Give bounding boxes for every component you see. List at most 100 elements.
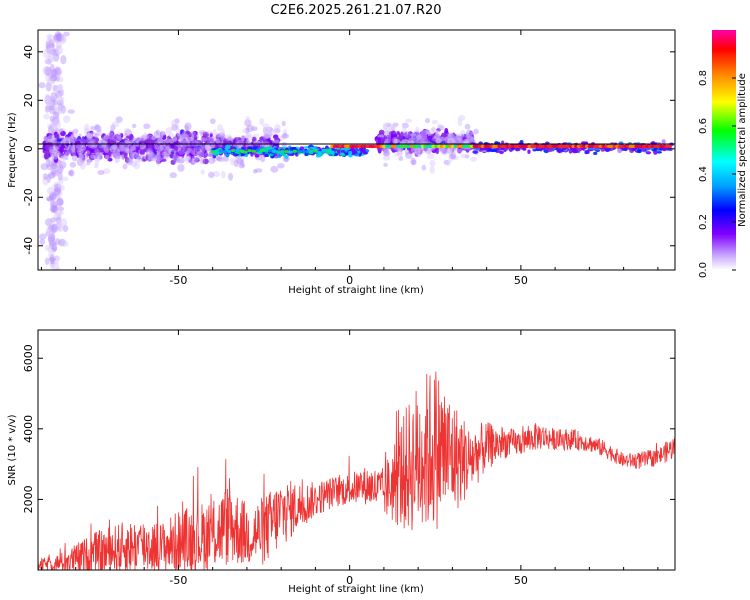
spectrogram-cell (284, 150, 289, 154)
spectrogram-cell (465, 129, 474, 136)
spectrogram-cell (46, 33, 54, 40)
spectrogram-cell (229, 157, 237, 163)
spectrogram-cell (58, 238, 66, 247)
spectrogram-cell (352, 151, 358, 154)
spectrogram-cell (54, 90, 63, 99)
spectrogram-cell (401, 122, 409, 129)
spectrogram-cell (43, 135, 48, 141)
spectrogram-cell (149, 152, 155, 157)
spectrogram-cell (57, 89, 64, 94)
spectrogram-cell (408, 150, 413, 154)
spectrogram-cell (193, 157, 200, 163)
spectrogram-cell (50, 120, 58, 130)
spectrogram-cell (252, 169, 258, 174)
spectrogram-cell (50, 192, 57, 201)
spectrogram-cell (139, 149, 145, 156)
spectrogram-cell (212, 170, 221, 177)
spectrogram-cell (399, 131, 405, 139)
spectrogram-cell (52, 204, 58, 214)
spectrogram-cell (447, 147, 455, 154)
spectrogram-cell (56, 138, 62, 142)
spectrogram-cell (317, 151, 322, 155)
spectrogram-cell (40, 163, 48, 171)
spectrogram-cell (71, 146, 76, 153)
spectrogram-cell (109, 145, 116, 153)
spectrogram-cell (49, 75, 58, 82)
spectrogram-cell (51, 205, 58, 213)
spectrogram-cell (102, 168, 111, 175)
spectrogram-x-tick-label: 50 (514, 274, 528, 287)
spectrogram-cell (161, 153, 169, 159)
spectrogram-cell (382, 123, 388, 130)
snr-y-tick-label: 2000 (22, 485, 35, 513)
spectrogram-cell (242, 128, 250, 134)
spectrogram-cell (433, 134, 441, 139)
spectrogram-cell (80, 148, 86, 155)
spectrogram-cell (51, 200, 59, 207)
snr-y-tick-label: 6000 (22, 344, 35, 372)
spectrogram-cell (113, 145, 118, 150)
spectrogram-cell (44, 66, 52, 77)
spectrogram-cell (418, 148, 425, 155)
spectrogram-cell (54, 183, 62, 192)
spectrogram-cell (296, 150, 302, 154)
spectrogram-cell (115, 155, 121, 163)
spectrogram-cell (193, 139, 199, 147)
spectrogram-cell (64, 155, 69, 161)
spectrogram-cell (68, 170, 74, 176)
spectrogram-cell (63, 136, 71, 145)
spectrogram-cell (437, 123, 442, 129)
spectrogram-cell (45, 102, 53, 112)
spectrogram-cell (155, 151, 161, 159)
spectrogram-cell (44, 94, 52, 105)
spectrogram-x-tick-label: 0 (346, 274, 353, 287)
spectrogram-cell (176, 128, 181, 136)
spectrogram-cell (206, 130, 213, 135)
spectrogram-cell (47, 234, 55, 242)
spectrogram-cell (50, 51, 57, 56)
spectrogram-cell (56, 198, 62, 204)
spectrogram-cell (53, 163, 58, 169)
spectrogram-cell (131, 136, 136, 145)
spectrogram-cell (56, 189, 63, 198)
spectrogram-cell (435, 133, 440, 139)
spectrogram-cell (556, 148, 563, 153)
spectrogram-cell (448, 133, 456, 139)
spectrogram-cell (50, 232, 56, 242)
spectrogram-cell (207, 153, 214, 157)
spectrogram-cell (266, 136, 271, 142)
spectrogram-cell (429, 128, 435, 135)
spectrogram-cell (42, 173, 48, 180)
spectrogram-cell (221, 170, 226, 179)
spectrogram-cell (215, 138, 220, 144)
spectrogram-cell (48, 224, 54, 233)
spectrogram-cell (279, 135, 285, 142)
spectrogram-cell (390, 133, 395, 140)
spectrogram-cell (462, 139, 470, 145)
spectrogram-cell (448, 154, 453, 163)
spectrogram-cell (209, 118, 216, 125)
spectrogram-cell (94, 132, 99, 138)
spectrogram-cell (43, 113, 50, 120)
spectrogram-cell (276, 150, 281, 154)
spectrogram-cell (84, 123, 90, 131)
spectrogram-cell (214, 149, 219, 153)
spectrogram-cell (47, 53, 54, 63)
spectrogram-cell (244, 134, 251, 139)
spectrogram-cell (235, 158, 244, 165)
spectrogram-cell (438, 136, 445, 142)
spectrogram-cell (124, 127, 131, 135)
spectrogram-cell (161, 145, 166, 152)
spectrogram-cell (94, 124, 102, 133)
spectrogram-cell (48, 172, 56, 179)
spectrogram-cell (177, 163, 185, 172)
spectrogram-cell (93, 154, 102, 162)
spectrogram-cell (424, 129, 430, 134)
spectrogram-cell (382, 150, 388, 157)
spectrogram-cell (149, 153, 157, 162)
spectrogram-cell (420, 135, 427, 140)
spectrogram-cell (100, 138, 108, 145)
spectrogram-cell (181, 133, 190, 139)
spectrogram-cell (142, 132, 148, 141)
spectrogram-cell (50, 258, 55, 265)
